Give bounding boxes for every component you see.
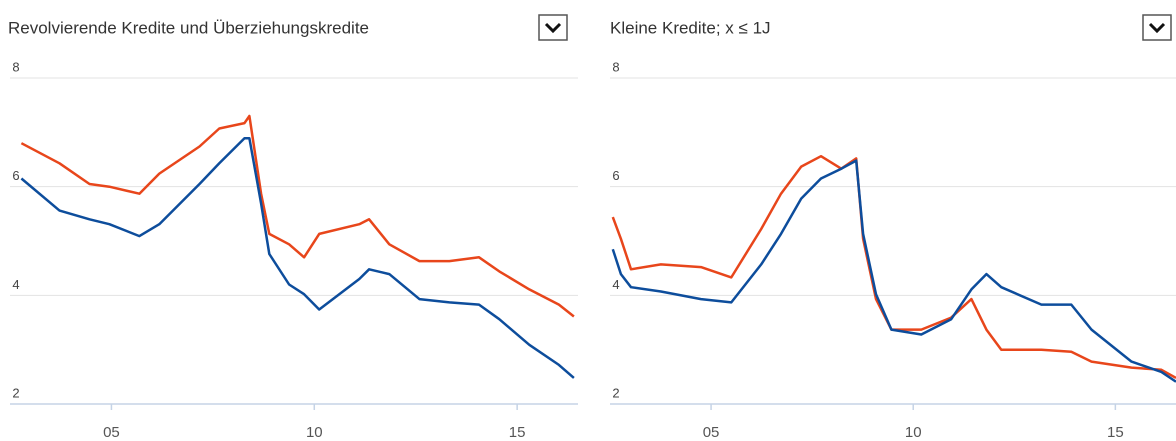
y-tick-label: 8 — [12, 59, 19, 74]
y-tick-label: 2 — [12, 385, 19, 400]
data-line — [20, 114, 575, 318]
dropdown-button[interactable] — [538, 14, 568, 41]
x-tick-label: 05 — [703, 424, 720, 441]
x-tick-label: 15 — [1107, 424, 1124, 441]
x-tick-label: 15 — [509, 424, 526, 441]
y-tick-label: 6 — [12, 168, 19, 183]
data-line — [611, 154, 1176, 379]
x-tick-label: 10 — [905, 424, 922, 441]
y-tick-label: 2 — [612, 385, 619, 400]
dropdown-button[interactable] — [1142, 14, 1172, 41]
y-tick-label: 4 — [612, 277, 619, 292]
chart-title: Kleine Kredite; x ≤ 1J — [610, 18, 771, 37]
chart-title: Revolvierende Kredite und Überziehungskr… — [8, 18, 369, 37]
data-line — [611, 159, 1176, 383]
data-line — [20, 137, 575, 379]
x-tick-label: 10 — [306, 424, 323, 441]
y-tick-label: 4 — [12, 277, 19, 292]
y-tick-label: 6 — [612, 168, 619, 183]
x-tick-label: 05 — [103, 424, 120, 441]
y-tick-label: 8 — [612, 59, 619, 74]
